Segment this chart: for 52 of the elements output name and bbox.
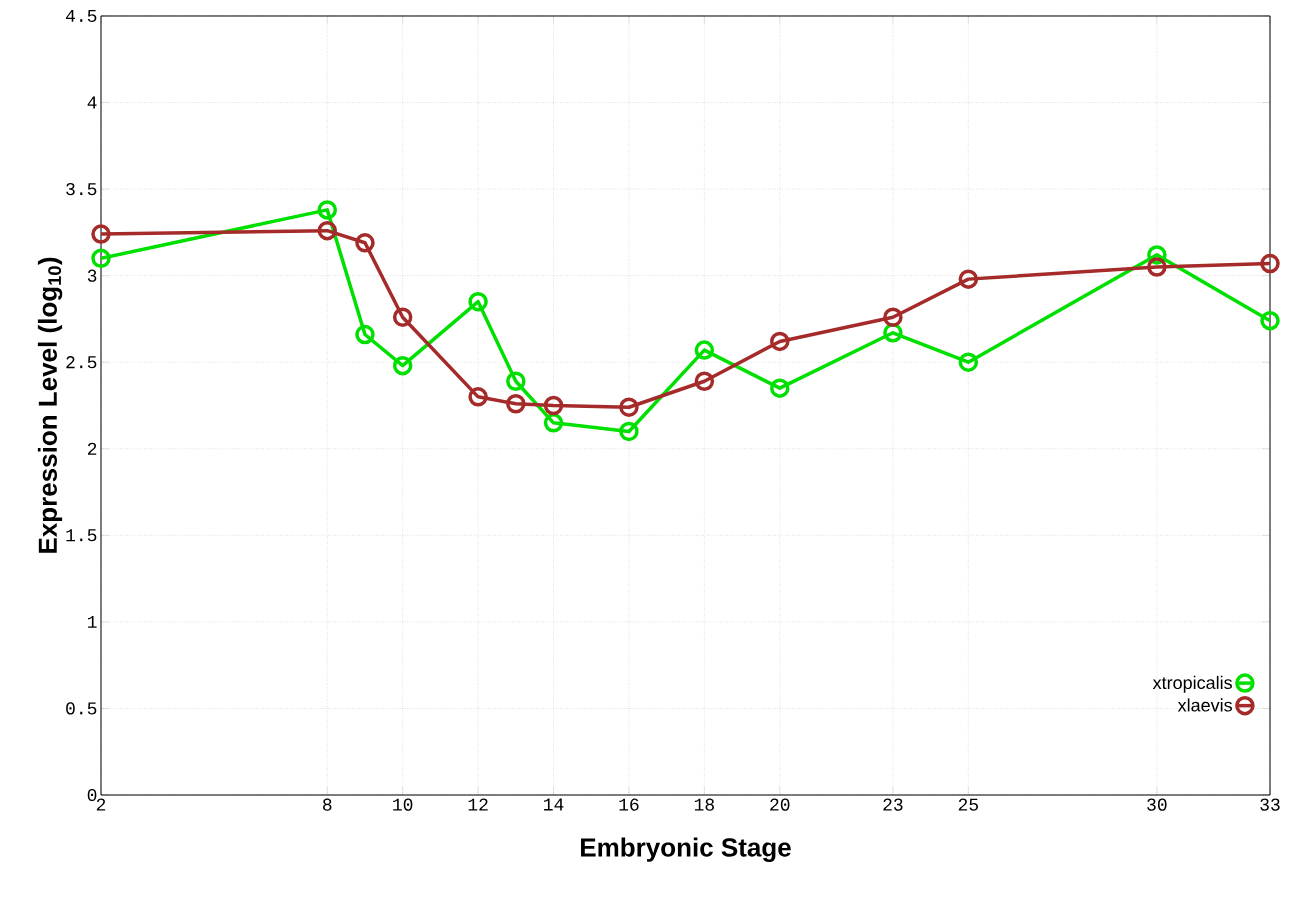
point — [468, 291, 488, 312]
point — [392, 307, 413, 327]
legend-label: xtropicalis — [1152, 675, 1232, 693]
y-tick-label: 1.5 — [66, 529, 97, 542]
x-tick-label: 25 — [958, 798, 978, 811]
point — [543, 395, 564, 416]
legend-label: xlaevis — [1177, 698, 1232, 712]
x-tick-label: 10 — [393, 798, 413, 811]
point — [694, 340, 715, 360]
point — [619, 397, 639, 417]
y-tick-label: 3 — [87, 269, 97, 282]
point — [694, 371, 715, 392]
y-tick-label: 1 — [87, 615, 97, 628]
y-tick-label: 4.5 — [65, 9, 97, 22]
x-tick-label: 18 — [694, 798, 714, 811]
point — [958, 352, 979, 372]
y-tick-label: 0.5 — [66, 702, 97, 715]
point — [91, 248, 111, 269]
x-tick-label: 30 — [1147, 798, 1167, 811]
point — [770, 331, 790, 352]
point — [770, 378, 790, 398]
x-tick-label: 23 — [883, 798, 903, 811]
y-tick-label: 4 — [87, 96, 97, 109]
point — [958, 269, 979, 289]
y-tick-label: 0 — [87, 788, 97, 802]
x-tick-label: 2 — [96, 798, 106, 811]
y-tick-label: 2 — [87, 442, 97, 455]
point — [392, 355, 413, 376]
x-tick-label: 16 — [619, 798, 639, 811]
point — [1147, 257, 1167, 277]
point — [506, 371, 526, 392]
point — [355, 324, 375, 345]
y-axis-title: Expression Level (log$_{10}$) — [37, 257, 63, 553]
x-tick-label: 14 — [544, 798, 564, 811]
point — [506, 394, 526, 414]
point — [468, 387, 488, 407]
y-tick-label: 2.5 — [66, 356, 97, 369]
x-axis-title: Embryonic Stage — [581, 837, 791, 862]
x-tick-label: 20 — [770, 798, 790, 811]
point — [317, 200, 338, 220]
y-tick-label: 3.5 — [66, 182, 97, 196]
point — [543, 413, 564, 433]
point — [355, 233, 375, 253]
point — [883, 307, 903, 327]
x-tick-label: 12 — [468, 798, 488, 811]
point — [1260, 310, 1280, 331]
point — [91, 224, 111, 244]
point — [1260, 253, 1280, 274]
point — [317, 220, 338, 241]
x-tick-label: 8 — [323, 798, 332, 811]
x-tick-label: 33 — [1260, 798, 1280, 811]
point — [619, 421, 639, 442]
